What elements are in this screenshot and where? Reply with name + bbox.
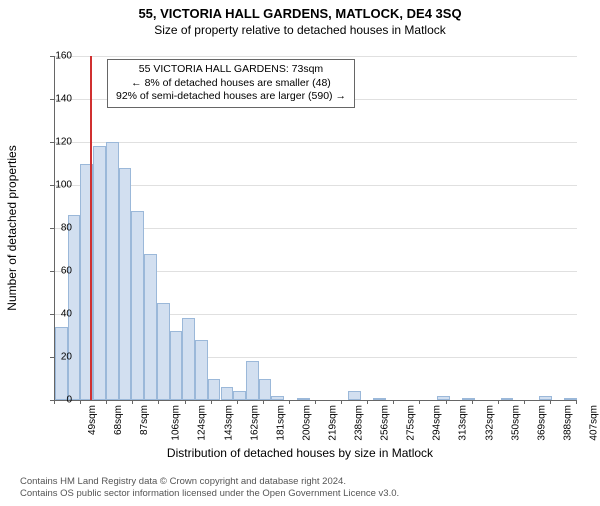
x-tick-mark (315, 400, 316, 404)
x-tick-label: 87sqm (139, 405, 150, 435)
y-tick-mark (50, 357, 54, 358)
histogram-bar (170, 331, 183, 400)
x-tick-mark (211, 400, 212, 404)
x-tick-label: 407sqm (588, 405, 599, 441)
x-tick-mark (106, 400, 107, 404)
y-tick-label: 0 (42, 395, 72, 406)
x-tick-label: 388sqm (562, 405, 573, 441)
x-tick-label: 49sqm (87, 405, 98, 435)
annotation-line3: 92% of semi-detached houses are larger (… (116, 90, 346, 104)
histogram-bar (462, 398, 475, 400)
x-tick-label: 369sqm (536, 405, 547, 441)
y-tick-mark (50, 228, 54, 229)
reference-line (90, 56, 92, 400)
histogram-bar (501, 398, 514, 400)
x-tick-label: 181sqm (275, 405, 286, 441)
x-tick-label: 162sqm (249, 405, 260, 441)
x-tick-label: 332sqm (484, 405, 495, 441)
chart-subtitle: Size of property relative to detached ho… (0, 23, 600, 37)
x-tick-mark (367, 400, 368, 404)
x-tick-label: 219sqm (327, 405, 338, 441)
x-tick-mark (419, 400, 420, 404)
y-tick-label: 60 (42, 266, 72, 277)
histogram-bar (373, 398, 386, 400)
annotation-line1: 55 VICTORIA HALL GARDENS: 73sqm (116, 63, 346, 77)
y-tick-mark (50, 56, 54, 57)
x-tick-mark (341, 400, 342, 404)
histogram-plot: 55 VICTORIA HALL GARDENS: 73sqm← 8% of d… (54, 56, 577, 401)
x-axis-label: Distribution of detached houses by size … (0, 446, 600, 460)
y-tick-label: 20 (42, 352, 72, 363)
x-tick-label: 200sqm (301, 405, 312, 441)
histogram-bar (93, 146, 106, 400)
y-tick-label: 100 (42, 180, 72, 191)
y-tick-mark (50, 142, 54, 143)
x-tick-label: 294sqm (432, 405, 443, 441)
histogram-bar (119, 168, 132, 400)
y-tick-mark (50, 99, 54, 100)
x-tick-mark (54, 400, 55, 404)
histogram-bar (348, 391, 361, 400)
histogram-bar (297, 398, 310, 400)
x-tick-mark (237, 400, 238, 404)
x-tick-mark (524, 400, 525, 404)
histogram-bar (144, 254, 157, 400)
histogram-bar (437, 396, 450, 400)
y-tick-mark (50, 185, 54, 186)
x-tick-label: 275sqm (406, 405, 417, 441)
histogram-bar (157, 303, 170, 400)
x-tick-label: 68sqm (113, 405, 124, 435)
y-tick-label: 120 (42, 137, 72, 148)
x-tick-label: 143sqm (223, 405, 234, 441)
y-tick-mark (50, 271, 54, 272)
x-tick-label: 238sqm (354, 405, 365, 441)
histogram-bar (208, 379, 221, 401)
y-tick-label: 160 (42, 51, 72, 62)
x-tick-mark (289, 400, 290, 404)
histogram-bar (233, 391, 246, 400)
x-tick-mark (80, 400, 81, 404)
x-tick-mark (498, 400, 499, 404)
gridline (55, 56, 577, 57)
x-tick-label: 313sqm (458, 405, 469, 441)
x-tick-label: 106sqm (171, 405, 182, 441)
x-tick-mark (446, 400, 447, 404)
y-tick-label: 80 (42, 223, 72, 234)
x-tick-label: 350sqm (510, 405, 521, 441)
annotation-line2: ← 8% of detached houses are smaller (48) (116, 77, 346, 91)
histogram-bar (182, 318, 195, 400)
histogram-bar (221, 387, 234, 400)
histogram-bar (55, 327, 68, 400)
gridline (55, 185, 577, 186)
x-tick-mark (158, 400, 159, 404)
x-tick-mark (550, 400, 551, 404)
histogram-bar (259, 379, 272, 401)
footer-line2: Contains OS public sector information li… (20, 488, 399, 500)
x-tick-label: 256sqm (380, 405, 391, 441)
y-tick-label: 140 (42, 94, 72, 105)
histogram-bar (106, 142, 119, 400)
y-axis-label: Number of detached properties (5, 145, 19, 310)
x-tick-mark (132, 400, 133, 404)
x-tick-mark (185, 400, 186, 404)
footer-attribution: Contains HM Land Registry data © Crown c… (20, 476, 399, 500)
histogram-bar (271, 396, 284, 400)
x-tick-mark (393, 400, 394, 404)
y-tick-label: 40 (42, 309, 72, 320)
chart-title: 55, VICTORIA HALL GARDENS, MATLOCK, DE4 … (0, 6, 600, 21)
x-tick-mark (263, 400, 264, 404)
y-tick-mark (50, 314, 54, 315)
footer-line1: Contains HM Land Registry data © Crown c… (20, 476, 399, 488)
histogram-bar (131, 211, 144, 400)
gridline (55, 142, 577, 143)
x-tick-mark (472, 400, 473, 404)
histogram-bar (195, 340, 208, 400)
x-tick-label: 124sqm (197, 405, 208, 441)
x-tick-mark (576, 400, 577, 404)
annotation-box: 55 VICTORIA HALL GARDENS: 73sqm← 8% of d… (107, 59, 355, 108)
histogram-bar (246, 361, 259, 400)
